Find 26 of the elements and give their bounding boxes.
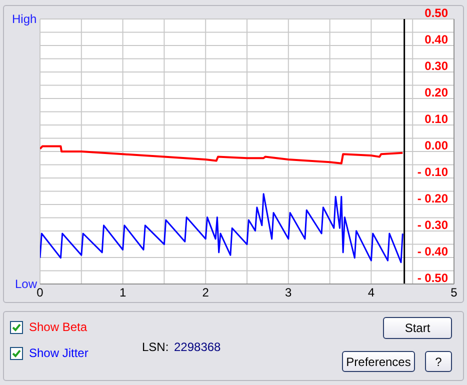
y-tick-label: - 0.50	[417, 271, 448, 285]
text: High	[12, 12, 37, 26]
x-tick-label: 1	[119, 286, 126, 300]
y-tick-label: 0.30	[424, 59, 448, 73]
y-tick-label: 0.50	[424, 6, 448, 20]
x-tick-label: 2	[202, 286, 210, 300]
y-tick-label: 0.10	[424, 112, 448, 126]
text: Start	[383, 317, 452, 339]
y-tick-label: - 0.40	[417, 244, 448, 258]
x-tick-label: 5	[450, 286, 458, 300]
text: Show Jitter	[29, 346, 88, 360]
y-tick-label: - 0.10	[417, 165, 448, 179]
x-tick-label: 0	[36, 286, 44, 300]
y-tick-label: 0.40	[424, 32, 448, 46]
text: 2298368	[174, 340, 221, 354]
text: Preferences	[342, 351, 415, 372]
y-tick-label: 0.00	[424, 138, 448, 152]
text: ?	[425, 351, 452, 372]
y-tick-label: - 0.20	[417, 192, 448, 206]
y-tick-label: - 0.30	[417, 218, 448, 232]
text: Show Beta	[29, 320, 88, 334]
text: Low	[15, 277, 38, 291]
y-tick-label: 0.20	[424, 86, 448, 100]
text: LSN:	[142, 340, 169, 354]
x-tick-label: 3	[285, 286, 292, 300]
x-tick-label: 4	[368, 286, 375, 300]
